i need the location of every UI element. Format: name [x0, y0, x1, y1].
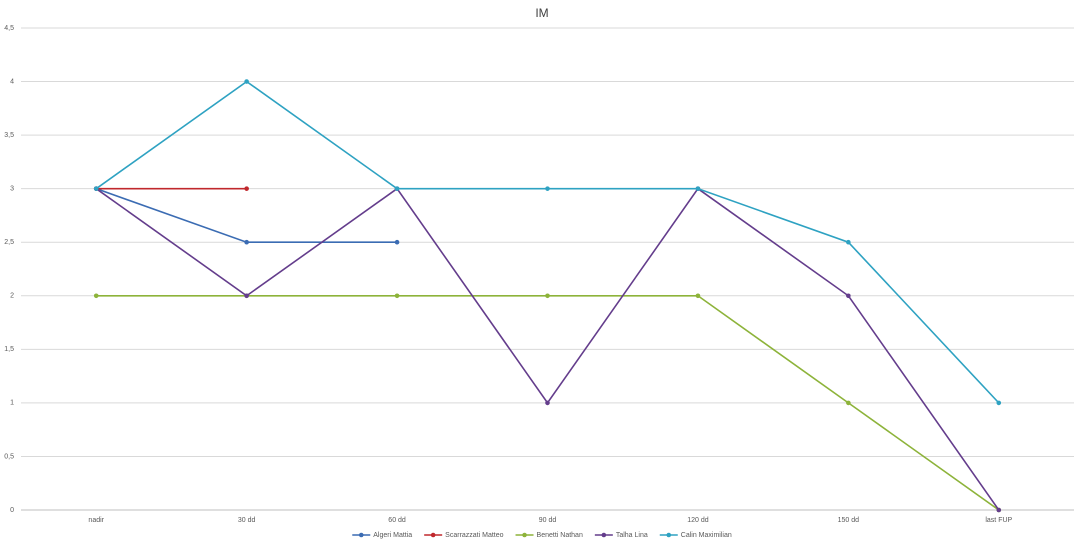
y-tick-label: 2	[10, 293, 14, 300]
legend-marker	[522, 532, 527, 538]
chart-title: IM	[535, 6, 548, 20]
x-tick-label: nadir	[88, 517, 104, 524]
legend-marker	[666, 532, 672, 538]
data-point	[244, 186, 249, 191]
data-point	[244, 79, 249, 84]
x-tick-label: 60 dd	[388, 517, 406, 524]
data-point	[93, 186, 99, 191]
data-point	[244, 293, 249, 299]
data-point	[695, 186, 701, 191]
y-tick-label: 4,5	[4, 25, 14, 32]
y-tick-label: 0	[10, 507, 14, 514]
data-point	[545, 400, 550, 406]
legend-label: Talha Lina	[616, 532, 648, 539]
y-tick-label: 4	[10, 78, 14, 85]
series-line	[95, 187, 398, 244]
data-point	[846, 239, 851, 245]
data-point	[394, 186, 400, 191]
legend-label: Scarrazzati Matteo	[445, 532, 503, 539]
legend-label: Benetti Nathan	[537, 532, 583, 539]
y-tick-label: 1	[10, 400, 14, 407]
x-tick-label: 150 dd	[838, 517, 860, 524]
y-tick-label: 3,5	[4, 132, 14, 139]
data-point	[695, 293, 701, 299]
data-point	[846, 400, 851, 406]
legend-marker	[358, 532, 364, 538]
legend-label: Algeri Mattia	[373, 532, 412, 539]
x-tick-label: last FUP	[985, 517, 1012, 524]
x-tick-label: 30 dd	[238, 517, 256, 524]
legend-marker	[430, 532, 436, 538]
data-point	[394, 239, 400, 245]
data-point	[996, 400, 1002, 406]
data-point	[545, 186, 550, 191]
data-point	[244, 239, 249, 245]
legend: Algeri Mattia Scarrazzati Matteo Benetti N…	[352, 532, 732, 539]
y-tick-label: 0,5	[4, 453, 14, 460]
legend-label: Calin Maximilian	[681, 532, 732, 539]
data-point	[846, 293, 851, 299]
data-point	[996, 507, 1002, 513]
y-tick-label: 3	[10, 186, 14, 193]
data-point	[545, 293, 550, 299]
legend-marker	[601, 532, 607, 538]
x-tick-label: 90 dd	[539, 517, 557, 524]
x-tick-label: 120 dd	[687, 517, 709, 524]
data-point	[93, 293, 99, 299]
y-tick-label: 1,5	[4, 346, 14, 353]
data-point	[394, 293, 400, 299]
y-tick-label: 2,5	[4, 239, 14, 246]
